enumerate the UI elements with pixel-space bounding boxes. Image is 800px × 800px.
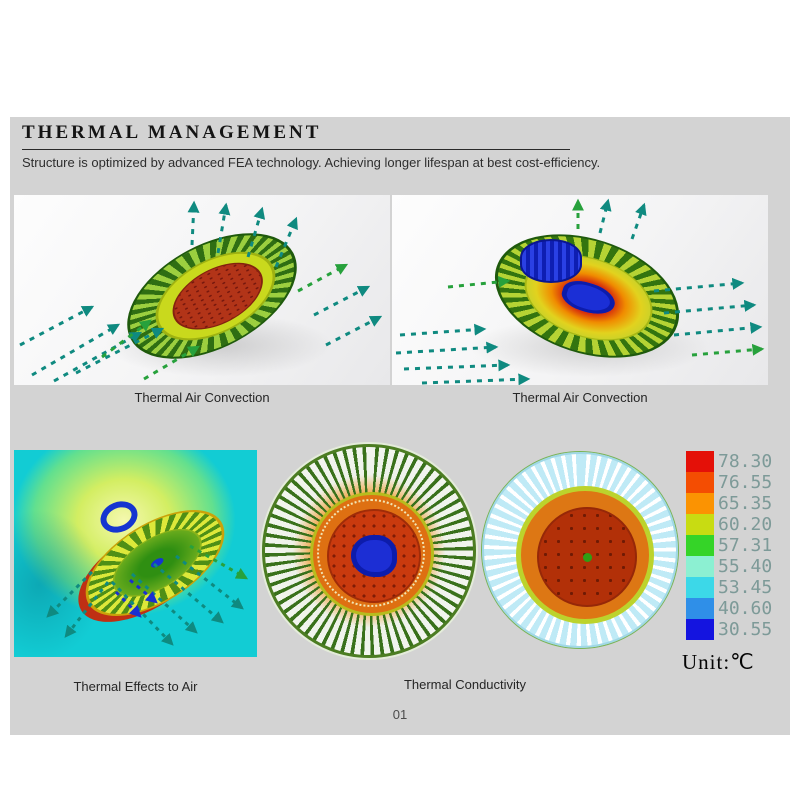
legend-color-swatch xyxy=(686,472,714,493)
legend-value: 30.55 xyxy=(718,619,773,640)
unit-label: Unit:℃ xyxy=(682,650,755,674)
legend-value: 65.35 xyxy=(718,493,773,514)
legend-color-swatch xyxy=(686,451,714,472)
legend-value: 55.40 xyxy=(718,556,773,577)
legend-value: 40.60 xyxy=(718,598,773,619)
legend-row: 78.30 xyxy=(686,451,772,472)
legend-row: 55.40 xyxy=(686,556,772,577)
led-driver-box xyxy=(520,239,582,283)
legend-color-swatch xyxy=(686,535,714,556)
screw-ring xyxy=(317,499,425,607)
thermal-conductivity-bottom-view xyxy=(482,452,678,648)
legend-value: 60.20 xyxy=(718,514,773,535)
caption-thermal-conductivity: Thermal Conductivity xyxy=(403,677,527,692)
legend-row: 60.20 xyxy=(686,514,772,535)
legend-value: 57.31 xyxy=(718,535,773,556)
legend-color-swatch xyxy=(686,514,714,535)
airflow-arrows xyxy=(395,198,765,385)
title-underline xyxy=(22,149,570,150)
legend-value: 78.30 xyxy=(718,451,773,472)
legend-color-swatch xyxy=(686,493,714,514)
legend-row: 53.45 xyxy=(686,577,772,598)
thermal-conductivity-top-view xyxy=(262,444,476,658)
thermal-effects-figure xyxy=(14,450,257,657)
legend-row: 57.31 xyxy=(686,535,772,556)
airflow-arrows xyxy=(19,200,383,383)
legend-row: 40.60 xyxy=(686,598,772,619)
legend-row: 30.55 xyxy=(686,619,772,640)
page-subtitle: Structure is optimized by advanced FEA t… xyxy=(22,155,601,170)
caption-thermal-air-convection-left: Thermal Air Convection xyxy=(134,390,270,405)
legend-color-swatch xyxy=(686,598,714,619)
legend-row: 76.55 xyxy=(686,472,772,493)
thermal-air-convection-figure-right xyxy=(392,195,768,385)
caption-thermal-air-convection-right: Thermal Air Convection xyxy=(512,390,648,405)
thermal-air-convection-figure-left xyxy=(14,195,390,385)
caption-thermal-effects: Thermal Effects to Air xyxy=(73,679,198,694)
legend-color-swatch xyxy=(686,556,714,577)
airflow-arrows xyxy=(46,544,249,646)
legend-color-swatch xyxy=(686,619,714,640)
page-number: 01 xyxy=(392,707,408,722)
legend-value: 76.55 xyxy=(718,472,773,493)
heat-ring xyxy=(516,486,654,624)
legend-value: 53.45 xyxy=(718,577,773,598)
legend-row: 65.35 xyxy=(686,493,772,514)
temperature-legend: 78.30 76.55 65.35 60.20 57.31 55.40 53.4… xyxy=(686,451,772,640)
center-point xyxy=(583,553,592,562)
page-title: THERMAL MANAGEMENT xyxy=(22,122,322,143)
legend-color-swatch xyxy=(686,577,714,598)
hot-core-zone xyxy=(537,507,637,607)
